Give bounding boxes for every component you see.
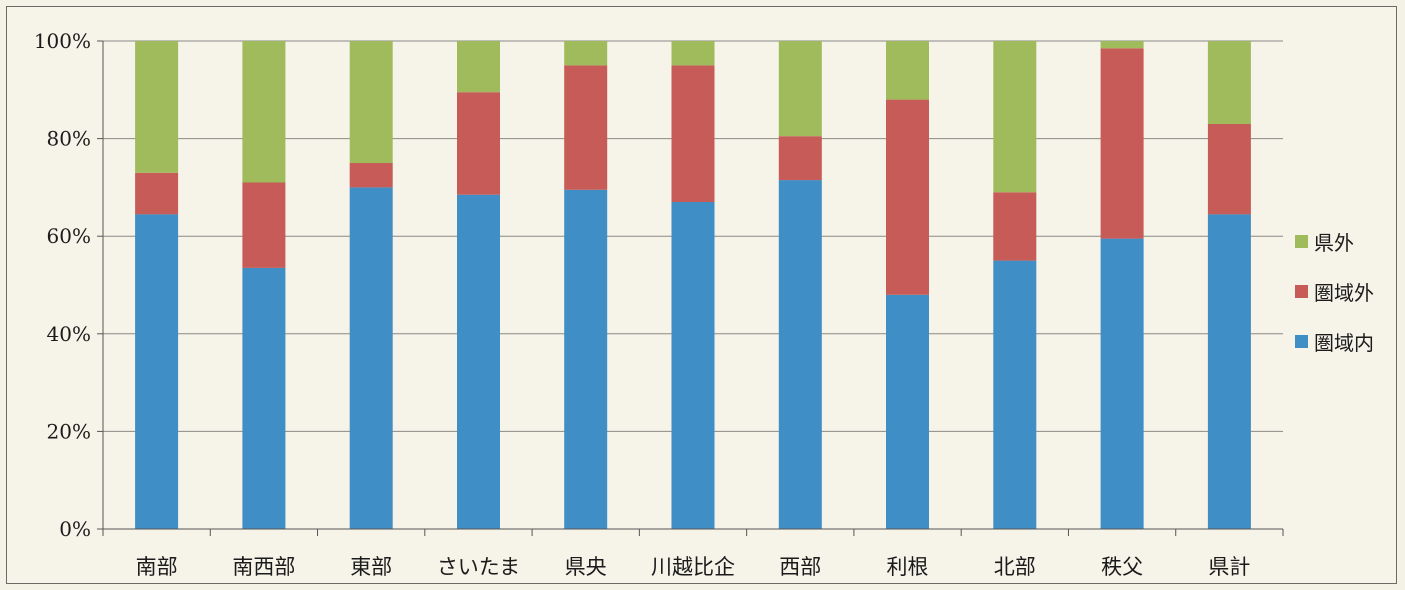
bar-segment — [671, 65, 715, 203]
bar-segment — [1100, 238, 1144, 529]
bar-segment — [135, 41, 179, 173]
legend-label: 圏域外 — [1314, 281, 1374, 305]
bar-segment — [993, 192, 1037, 261]
bar-segment — [457, 194, 500, 529]
bar-segment — [242, 267, 286, 529]
x-category-label: 利根 — [887, 555, 929, 579]
axes: 0% 20% 40% 60% 80% 100% 南部 南西部 東部 さいたま 県央 川越比企 西部 利根 北… — [34, 29, 1284, 579]
bar-segment — [457, 92, 500, 195]
bar-segment — [886, 41, 929, 100]
y-tick-label: 80% — [47, 127, 91, 151]
bar-segment — [349, 163, 393, 188]
x-category-label: 秩父 — [1101, 555, 1143, 579]
x-category-label: 北部 — [994, 555, 1036, 579]
x-category-label: さいたま — [437, 555, 520, 579]
bar-segment — [778, 136, 822, 181]
bar-segment — [1100, 41, 1144, 49]
x-category-label: 県央 — [565, 555, 607, 579]
x-category-label: 県計 — [1208, 555, 1250, 579]
bar-segment — [671, 202, 715, 529]
legend-label: 圏域内 — [1314, 331, 1374, 355]
bar-segment — [564, 65, 608, 190]
x-category-label: 西部 — [779, 555, 821, 579]
bar-segment — [457, 41, 500, 93]
y-tick-label: 20% — [47, 419, 91, 443]
y-tick-label: 60% — [47, 224, 91, 248]
x-category-label: 東部 — [350, 555, 392, 579]
y-tick-label: 40% — [47, 322, 91, 346]
bar-segment — [993, 41, 1037, 193]
bar-segment — [1207, 41, 1251, 124]
bar-segment — [135, 172, 179, 215]
legend-label: 県外 — [1314, 231, 1354, 255]
bar-segment — [135, 214, 179, 529]
bar-segment — [564, 41, 608, 66]
legend-swatch — [1295, 285, 1308, 298]
y-tick-label: 0% — [59, 517, 91, 541]
bar-segment — [242, 182, 286, 268]
bar-segment — [242, 41, 286, 183]
x-category-label: 南西部 — [232, 555, 295, 579]
bar-segment — [349, 41, 393, 163]
y-tick-label: 100% — [34, 29, 91, 53]
bar-segment — [349, 187, 393, 529]
bar-segment — [886, 99, 929, 295]
bar-segment — [993, 260, 1037, 529]
legend-swatch — [1295, 235, 1308, 248]
bar-segment — [886, 294, 929, 529]
bar-segment — [671, 41, 715, 66]
bar-segment — [778, 180, 822, 529]
bar-segment — [1207, 124, 1251, 215]
bar-segment — [1100, 48, 1144, 239]
x-category-label: 川越比企 — [651, 555, 735, 579]
legend-swatch — [1295, 335, 1308, 348]
bar-segment — [1207, 214, 1251, 529]
bars — [135, 41, 1251, 530]
x-category-label: 南部 — [136, 555, 178, 579]
bar-segment — [564, 189, 608, 530]
bar-segment — [778, 41, 822, 137]
